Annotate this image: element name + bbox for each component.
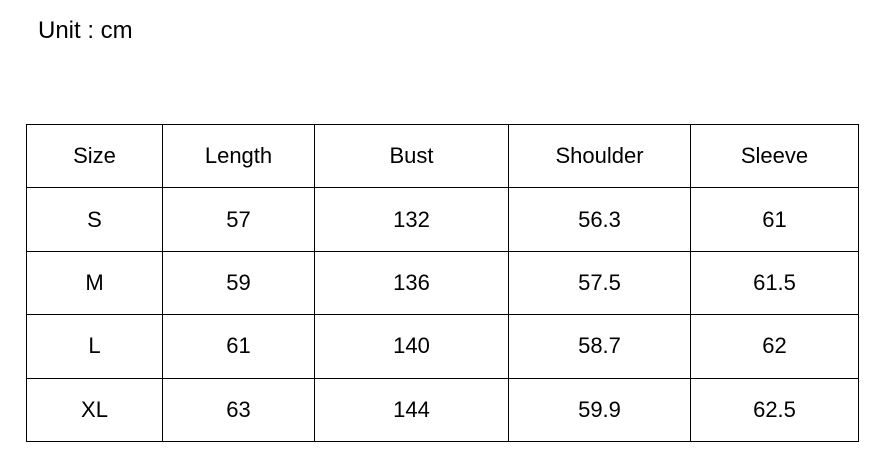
header-cell: Bust	[314, 123, 509, 189]
table-cell: 61.5	[690, 250, 859, 316]
header-cell: Sleeve	[690, 123, 859, 189]
table-cell: 61	[690, 187, 859, 252]
header-row: Size Length Bust Shoulder Sleeve	[26, 123, 859, 189]
size-table: Size Length Bust Shoulder Sleeve S 57 132 56.3 61…	[26, 123, 859, 442]
table-cell: 62	[690, 314, 859, 379]
header-cell: Shoulder	[508, 123, 691, 189]
table-cell: 59.9	[508, 377, 691, 442]
table-row: S 57 132 56.3 61	[26, 187, 859, 252]
table-row: XL 63 144 59.9 62.5	[26, 377, 859, 442]
table-cell: 61	[162, 314, 315, 379]
table-cell: 57	[162, 187, 315, 252]
table-cell: 59	[162, 250, 315, 316]
table-cell: 63	[162, 377, 315, 442]
table-cell: 140	[314, 314, 509, 379]
table-cell: 57.5	[508, 250, 691, 316]
table-cell: 56.3	[508, 187, 691, 252]
table-cell: 132	[314, 187, 509, 252]
header-cell: Size	[26, 123, 163, 189]
table-cell: 144	[314, 377, 509, 442]
table-cell: 58.7	[508, 314, 691, 379]
header-cell: Length	[162, 123, 315, 189]
table-cell: XL	[26, 377, 163, 442]
table-cell: L	[26, 314, 163, 379]
table-cell: M	[26, 250, 163, 316]
table-cell: S	[26, 187, 163, 252]
table-cell: 136	[314, 250, 509, 316]
table-row: L 61 140 58.7 62	[26, 314, 859, 379]
table-cell: 62.5	[690, 377, 859, 442]
unit-label: Unit : cm	[38, 17, 133, 44]
table-row: M 59 136 57.5 61.5	[26, 250, 859, 316]
table-body: Size Length Bust Shoulder Sleeve S 57 132 56.3 61…	[26, 123, 859, 442]
